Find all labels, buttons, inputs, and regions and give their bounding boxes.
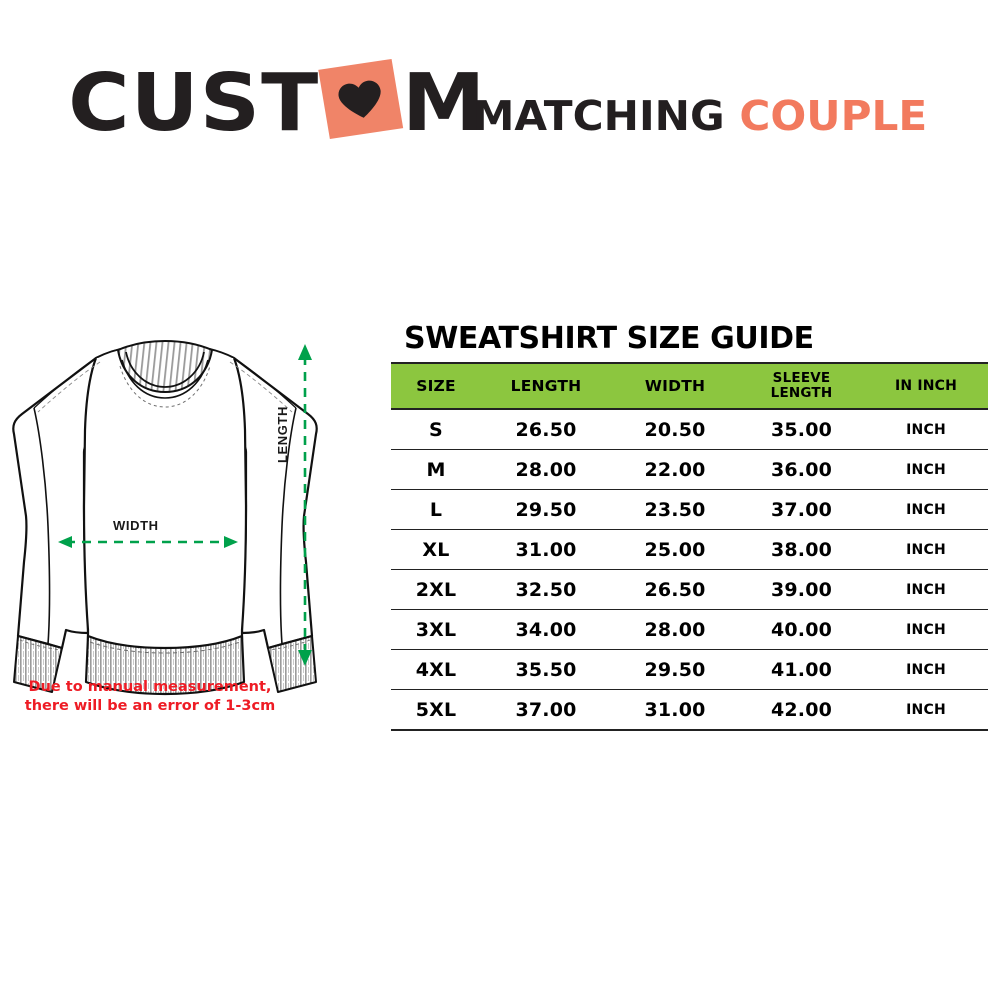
width-cell: 22.00 [611, 449, 739, 490]
unit-cell: INCH [864, 529, 988, 570]
table-header-row: SIZE LENGTH WIDTH SLEEVE LENGTH IN INCH [391, 362, 988, 410]
width-cell: 25.00 [611, 529, 739, 570]
width-cell: 20.50 [611, 409, 739, 450]
length-cell: 32.50 [481, 569, 611, 610]
size-cell: 2XL [391, 569, 481, 610]
sleeve-cell: 37.00 [739, 489, 864, 530]
width-cell: 31.00 [611, 689, 739, 731]
width-cell: 26.50 [611, 569, 739, 610]
size-cell: S [391, 409, 481, 450]
size-cell: 5XL [391, 689, 481, 731]
length-measure-arrow [298, 344, 312, 666]
unit-cell: INCH [864, 649, 988, 690]
length-label: LENGTH [275, 405, 290, 463]
length-cell: 34.00 [481, 609, 611, 650]
measurement-disclaimer: Due to manual measurement, there will be… [0, 678, 300, 716]
table-row: 2XL 32.50 26.50 39.00 INCH [391, 569, 988, 610]
width-measure-arrow [58, 536, 238, 548]
column-header-length: LENGTH [481, 362, 611, 410]
logo-text-matching: MATCHING [472, 92, 725, 140]
brand-logo: CUST M MATCHING COUPLE [0, 57, 1000, 149]
logo-text-m: M [401, 57, 487, 149]
width-label: WIDTH [113, 518, 159, 533]
length-cell: 29.50 [481, 489, 611, 530]
width-cell: 29.50 [611, 649, 739, 690]
logo-line-custom: CUST M [67, 57, 487, 149]
sleeve-cell: 41.00 [739, 649, 864, 690]
unit-cell: INCH [864, 569, 988, 610]
width-cell: 28.00 [611, 609, 739, 650]
table-row: 4XL 35.50 29.50 41.00 INCH [391, 649, 988, 690]
logo-line-matching-couple: MATCHING COUPLE [472, 94, 927, 138]
column-header-sleeve-length: SLEEVE LENGTH [739, 362, 864, 410]
sleeve-cell: 42.00 [739, 689, 864, 731]
unit-cell: INCH [864, 449, 988, 490]
column-header-size: SIZE [391, 362, 481, 410]
logo-text-couple: COUPLE [739, 92, 927, 140]
unit-cell: INCH [864, 689, 988, 731]
size-cell: 4XL [391, 649, 481, 690]
unit-cell: INCH [864, 409, 988, 450]
table-row: M 28.00 22.00 36.00 INCH [391, 449, 988, 490]
size-cell: XL [391, 529, 481, 570]
sleeve-cell: 35.00 [739, 409, 864, 450]
logo-text-cust: CUST [67, 57, 319, 149]
column-header-width: WIDTH [611, 362, 739, 410]
sleeve-cell: 40.00 [739, 609, 864, 650]
disclaimer-line-2: there will be an error of 1-3cm [24, 698, 276, 714]
length-cell: 35.50 [481, 649, 611, 690]
table-title: SWEATSHIRT SIZE GUIDE [404, 321, 814, 356]
length-cell: 37.00 [481, 689, 611, 731]
size-cell: M [391, 449, 481, 490]
sleeve-cell: 36.00 [739, 449, 864, 490]
sleeve-cell: 38.00 [739, 529, 864, 570]
table-row: 5XL 37.00 31.00 42.00 INCH [391, 689, 988, 731]
size-guide-table: SIZE LENGTH WIDTH SLEEVE LENGTH IN INCH … [391, 362, 988, 731]
size-cell: 3XL [391, 609, 481, 650]
width-cell: 23.50 [611, 489, 739, 530]
sleeve-cell: 39.00 [739, 569, 864, 610]
table-row: S 26.50 20.50 35.00 INCH [391, 409, 988, 450]
sweatshirt-diagram [0, 330, 330, 730]
unit-cell: INCH [864, 489, 988, 530]
size-cell: L [391, 489, 481, 530]
column-header-in-inch: IN INCH [864, 362, 988, 410]
heart-icon [335, 78, 385, 122]
disclaimer-line-1: Due to manual measurement, [28, 679, 272, 695]
length-cell: 31.00 [481, 529, 611, 570]
table-row: 3XL 34.00 28.00 40.00 INCH [391, 609, 988, 650]
length-cell: 28.00 [481, 449, 611, 490]
table-row: L 29.50 23.50 37.00 INCH [391, 489, 988, 530]
table-row: XL 31.00 25.00 38.00 INCH [391, 529, 988, 570]
sleeve-header-line-1: SLEEVE [772, 370, 831, 386]
sleeve-header-line-2: LENGTH [770, 385, 833, 401]
length-cell: 26.50 [481, 409, 611, 450]
unit-cell: INCH [864, 609, 988, 650]
sweatshirt-illustration [12, 339, 318, 696]
logo-heart-square-o [317, 58, 403, 140]
